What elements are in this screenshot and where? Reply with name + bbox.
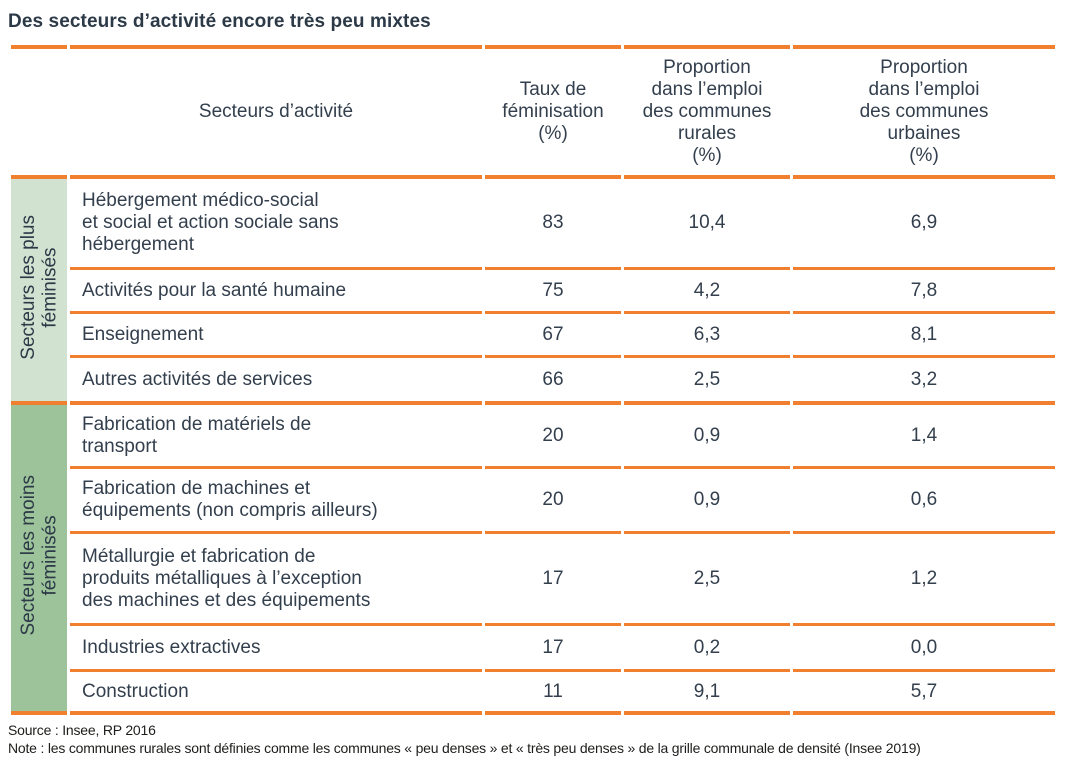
group-label-most-feminised: Secteurs les plus féminisés [17, 215, 60, 360]
sector-name-cell: Enseignement [70, 311, 482, 355]
feminisation-rate-cell: 75 [485, 267, 621, 311]
col-header-sector: Secteurs d’activité [70, 45, 482, 175]
sector-name-cell: Métallurgie et fabrication de produits m… [70, 531, 482, 623]
group-label-least-feminised: Secteurs les moins féminisés [17, 475, 60, 636]
rural-share-cell: 2,5 [624, 355, 790, 401]
urban-share-cell: 0,0 [793, 623, 1055, 669]
table-row: Secteurs les moins féminisés Fabrication… [11, 401, 1055, 715]
table-row: Secteurs les plus féminisés Hébergement … [11, 175, 1055, 401]
urban-share-cell: 6,9 [793, 175, 1055, 267]
page: Des secteurs d’activité encore très peu … [8, 11, 1058, 758]
table-row: Construction 11 9,1 5,7 [11, 669, 1055, 715]
col-header-rural-share: Proportion dans l’emploi des communes ru… [624, 45, 790, 175]
feminisation-rate-cell: 20 [485, 401, 621, 466]
urban-share-cell: 5,7 [793, 669, 1055, 715]
table-footer: Source : Insee, RP 2016 Note : les commu… [8, 721, 1052, 758]
sector-name-cell: Fabrication de matériels de transport [70, 401, 482, 466]
rural-share-cell: 0,2 [624, 623, 790, 669]
sector-name-cell: Construction [70, 669, 482, 715]
urban-share-cell: 3,2 [793, 355, 1055, 401]
definition-note: Note : les communes rurales sont définie… [8, 740, 921, 757]
group-band-least-feminised: Secteurs les moins féminisés [11, 401, 67, 715]
rural-share-cell: 10,4 [624, 175, 790, 267]
rural-share-cell: 0,9 [624, 401, 790, 466]
rural-share-cell: 0,9 [624, 466, 790, 531]
urban-share-cell: 7,8 [793, 267, 1055, 311]
sector-name-cell: Fabrication de machines et équipements (… [70, 466, 482, 531]
header-row: Secteurs d’activité Taux de féminisation… [11, 45, 1055, 175]
feminisation-rate-cell: 20 [485, 466, 621, 531]
rural-share-cell: 2,5 [624, 531, 790, 623]
sector-name-cell: Hébergement médico-social et social et a… [70, 175, 482, 267]
feminisation-rate-cell: 17 [485, 623, 621, 669]
rural-share-cell: 6,3 [624, 311, 790, 355]
feminisation-rate-cell: 66 [485, 355, 621, 401]
group-band-most-feminised: Secteurs les plus féminisés [11, 175, 67, 401]
rural-share-cell: 9,1 [624, 669, 790, 715]
col-header-urban-share: Proportion dans l’emploi des communes ur… [793, 45, 1055, 175]
sector-name-cell: Autres activités de services [70, 355, 482, 401]
table-row: Activités pour la santé humaine 75 4,2 7… [11, 267, 1055, 311]
page-title: Des secteurs d’activité encore très peu … [8, 11, 431, 32]
rural-share-cell: 4,2 [624, 267, 790, 311]
feminisation-rate-cell: 17 [485, 531, 621, 623]
urban-share-cell: 8,1 [793, 311, 1055, 355]
feminisation-rate-cell: 11 [485, 669, 621, 715]
urban-share-cell: 1,2 [793, 531, 1055, 623]
table-row: Fabrication de machines et équipements (… [11, 466, 1055, 531]
urban-share-cell: 1,4 [793, 401, 1055, 466]
source-note: Source : Insee, RP 2016 [8, 722, 156, 738]
col-header-feminisation-rate: Taux de féminisation (%) [485, 45, 621, 175]
sector-name-cell: Industries extractives [70, 623, 482, 669]
table-row: Métallurgie et fabrication de produits m… [11, 531, 1055, 623]
sectors-table: Secteurs d’activité Taux de féminisation… [8, 45, 1058, 715]
corner-cell [11, 45, 67, 175]
feminisation-rate-cell: 83 [485, 175, 621, 267]
table-row: Industries extractives 17 0,2 0,0 [11, 623, 1055, 669]
feminisation-rate-cell: 67 [485, 311, 621, 355]
sector-name-cell: Activités pour la santé humaine [70, 267, 482, 311]
table-row: Autres activités de services 66 2,5 3,2 [11, 355, 1055, 401]
table-row: Enseignement 67 6,3 8,1 [11, 311, 1055, 355]
urban-share-cell: 0,6 [793, 466, 1055, 531]
